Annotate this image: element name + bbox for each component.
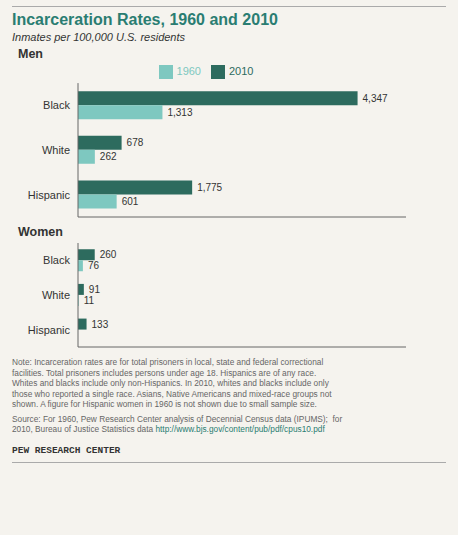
html-text:Inmates per 100,000 U.S. resid: Inmates per 100,000 U.S. residents bbox=[12, 31, 185, 43]
svg-text:Hispanic: Hispanic bbox=[28, 324, 71, 336]
svg-text:262: 262 bbox=[100, 151, 117, 162]
svg-text:76: 76 bbox=[88, 260, 100, 271]
svg-text:White: White bbox=[42, 289, 70, 301]
html-text:1960: 1960 bbox=[176, 65, 201, 77]
svg-text:601: 601 bbox=[122, 196, 139, 207]
html-text:Source: For 1960, Pew Research: Source: For 1960, Pew Research Center an… bbox=[12, 413, 343, 424]
svg-text:Black: Black bbox=[43, 254, 70, 266]
svg-text:White: White bbox=[42, 144, 70, 156]
svg-text:1,313: 1,313 bbox=[167, 107, 192, 118]
html-text:Men: Men bbox=[18, 47, 43, 61]
svg-text:11: 11 bbox=[84, 295, 95, 306]
svg-text:4,347: 4,347 bbox=[363, 93, 388, 104]
svg-text:91: 91 bbox=[89, 284, 101, 295]
html-text:Women: Women bbox=[18, 225, 63, 239]
svg-text:Hispanic: Hispanic bbox=[28, 189, 71, 201]
svg-text:678: 678 bbox=[127, 137, 144, 148]
html-text:Note: Incarceration rates are: Note: Incarceration rates are for total … bbox=[12, 357, 332, 409]
html-text:Incarceration Rates, 1960 and: Incarceration Rates, 1960 and 2010 bbox=[12, 11, 278, 28]
svg-text:1,775: 1,775 bbox=[197, 182, 222, 193]
svg-text:133: 133 bbox=[92, 319, 109, 330]
html-text:PEW RESEARCH CENTER: PEW RESEARCH CENTER bbox=[12, 444, 121, 456]
html-text:2010, Bureau of Justice Statis: 2010, Bureau of Justice Statistics data … bbox=[12, 424, 325, 434]
html-text:2010: 2010 bbox=[229, 65, 254, 77]
svg-text:Black: Black bbox=[43, 99, 70, 111]
svg-text:260: 260 bbox=[100, 249, 117, 260]
